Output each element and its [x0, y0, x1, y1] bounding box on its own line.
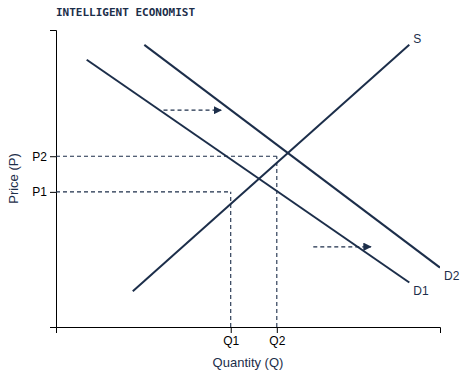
y-axis-title: Price (P): [6, 153, 21, 204]
x-axis-title: Quantity (Q): [213, 355, 284, 370]
x-tick-mark: [231, 327, 232, 333]
x-axis: Q1 Q2: [57, 327, 441, 348]
curve-label: D1: [413, 284, 429, 298]
y-tick-mark: [50, 192, 56, 193]
reference-line-v: [276, 156, 277, 327]
y-axis-line: [50, 31, 57, 328]
marks: [56, 45, 440, 327]
x-tick: Q2: [269, 327, 285, 348]
y-axis: P1 P2: [32, 31, 56, 328]
x-axis-line: [57, 328, 441, 334]
curve: [87, 60, 410, 283]
y-tick: P1: [32, 185, 56, 199]
reference-line-h: [56, 156, 277, 157]
y-tick-mark: [50, 156, 56, 157]
chart: Q1 Q2 P1 P2 Quantity (Q) Price (P) S D1 D2 INTELL…: [0, 0, 474, 379]
x-tick-label: Q1: [223, 334, 239, 348]
x-tick-label: Q2: [269, 334, 285, 348]
annotation: INTELLIGENT ECONOMIST: [56, 6, 195, 19]
reference-line-v: [230, 192, 231, 327]
shift-arrow: [313, 246, 371, 247]
y-tick-label: P1: [32, 185, 47, 199]
x-tick-mark: [277, 327, 278, 333]
curve-labels: S D1 D2: [413, 32, 459, 298]
y-tick-label: P2: [32, 150, 47, 164]
y-tick: P2: [32, 150, 56, 164]
reference-line-h: [56, 191, 231, 192]
curve-label: S: [413, 32, 421, 46]
x-tick: Q1: [223, 327, 239, 348]
plot: Q1 Q2 P1 P2 Quantity (Q) Price (P) S D1 D2: [6, 31, 460, 371]
curve: [144, 45, 440, 268]
shift-arrow: [164, 110, 222, 111]
curve-label: D2: [444, 269, 460, 283]
